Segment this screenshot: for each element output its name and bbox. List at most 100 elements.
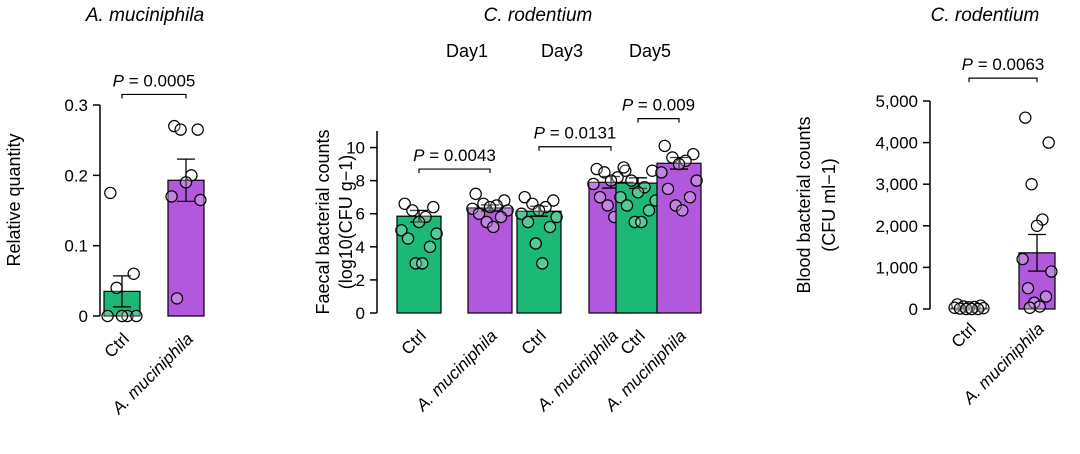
significance-bracket: [418, 168, 491, 174]
data-point: [469, 187, 482, 201]
data-point: [487, 220, 500, 234]
data-point: [598, 166, 611, 179]
data-point: [1021, 282, 1035, 295]
data-point: [165, 190, 178, 203]
p-value-label: P = 0.0063: [962, 55, 1045, 74]
data-point: [550, 210, 563, 224]
y-tick-label: 3,000: [875, 175, 918, 194]
data-point: [631, 186, 645, 199]
y-axis-label-line2: (CFU ml−1): [819, 158, 839, 252]
bar-ctrl: [396, 215, 442, 314]
y-axis-label: Relative quantity: [4, 133, 24, 266]
group-label-day5: Day5: [629, 41, 671, 61]
y-tick-label: 4: [356, 238, 365, 257]
data-point: [423, 240, 437, 254]
y-tick-label: 0: [909, 300, 918, 319]
chart-blood-counts: C. rodentium Blood bacterial counts (CFU…: [794, 5, 1058, 408]
data-point: [104, 186, 117, 200]
data-point: [1019, 111, 1032, 124]
data-point: [168, 119, 181, 133]
y-tick-label: 2,000: [875, 217, 918, 236]
data-point: [655, 166, 668, 179]
significance-bracket: [121, 93, 187, 99]
data-point: [539, 200, 552, 214]
data-point: [672, 157, 686, 171]
data-point: [658, 139, 671, 153]
data-point: [1033, 300, 1046, 313]
significance-bracket: [637, 117, 680, 123]
data-point: [430, 227, 443, 240]
data-point: [614, 190, 627, 204]
data-point: [398, 197, 411, 210]
chart-title: C. rodentium: [931, 5, 1040, 26]
y-tick-label: 10: [346, 139, 365, 158]
bar-akk: [656, 162, 702, 314]
x-category-label: Ctrl: [617, 326, 649, 358]
group-label-day1: Day1: [446, 41, 488, 61]
data-point: [679, 154, 692, 167]
y-axis-label-line1: Faecal bacterial counts: [313, 129, 333, 314]
data-point: [170, 292, 184, 305]
chart-faecal-counts: C. rodentium Day1 Day3 Day5 Faecal bacte…: [313, 5, 703, 415]
data-point: [625, 174, 638, 187]
data-point: [593, 190, 607, 204]
data-point: [547, 194, 560, 207]
data-point: [1045, 265, 1058, 278]
y-tick-label: 1,000: [875, 258, 918, 277]
bar-akk: [467, 207, 513, 314]
y-tick-label: 0.2: [64, 166, 88, 185]
data-point: [687, 147, 700, 161]
data-point: [683, 190, 697, 204]
data-point: [127, 267, 140, 280]
y-tick-label: 4,000: [875, 134, 918, 153]
x-category-label: Ctrl: [398, 326, 430, 358]
y-axis-label-line1: Blood bacterial counts: [794, 116, 814, 293]
p-value-label: P = 0.0131: [534, 124, 617, 143]
data-point: [483, 200, 497, 214]
data-point: [601, 199, 614, 212]
data-point: [416, 257, 429, 270]
y-axis-label-line2: (log10(CFU g−1): [336, 155, 356, 290]
data-point: [110, 281, 123, 295]
data-point: [115, 309, 129, 323]
data-point: [676, 204, 689, 217]
group-label-day3: Day3: [541, 41, 583, 61]
data-point: [401, 232, 415, 245]
data-point: [587, 177, 600, 191]
data-point: [628, 215, 641, 229]
data-point: [543, 220, 557, 234]
y-tick-label: 2: [356, 271, 365, 290]
data-point: [518, 190, 531, 204]
data-point: [409, 257, 422, 270]
chart-title: A. muciniphila: [85, 5, 204, 26]
significance-bracket: [968, 77, 1038, 83]
data-point: [179, 176, 193, 189]
data-point: [529, 237, 542, 250]
data-point: [1030, 219, 1044, 232]
data-point: [406, 204, 419, 217]
chart-title: C. rodentium: [484, 5, 593, 26]
y-tick-label: 0: [79, 307, 88, 326]
data-point: [427, 200, 440, 214]
data-point: [536, 257, 549, 270]
data-point: [395, 224, 408, 237]
y-tick-label: 0.1: [64, 237, 88, 256]
data-point: [521, 215, 535, 229]
data-point: [1025, 177, 1038, 191]
data-point: [1039, 290, 1053, 303]
data-point: [101, 309, 114, 323]
data-point: [472, 207, 486, 220]
x-category-label: Ctrl: [518, 326, 550, 358]
data-point: [604, 174, 618, 187]
p-value-label: P = 0.0043: [413, 146, 496, 165]
data-point: [590, 162, 603, 176]
y-tick-label: 8: [356, 172, 365, 191]
data-point: [194, 193, 207, 207]
data-point: [532, 204, 546, 217]
p-value-label: P = 0.009: [622, 96, 695, 115]
data-point: [690, 174, 703, 187]
y-tick-label: 6: [356, 205, 365, 224]
data-point: [191, 123, 204, 136]
p-value-label: P = 0.0005: [113, 71, 196, 90]
